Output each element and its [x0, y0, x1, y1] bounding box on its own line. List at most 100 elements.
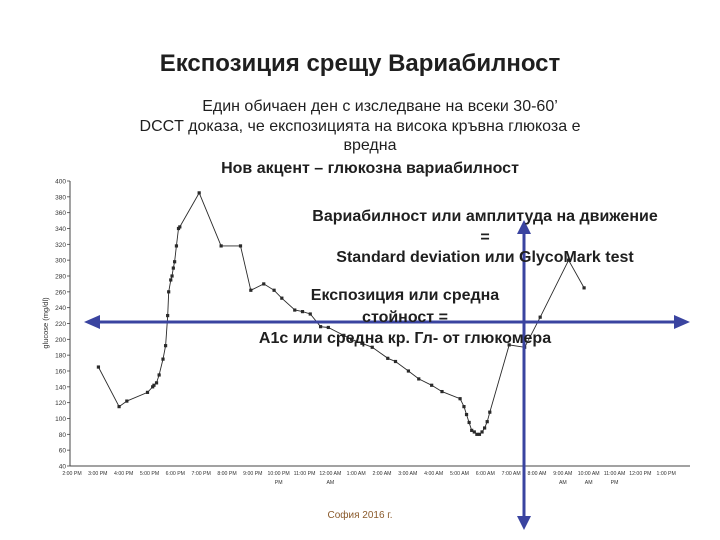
y-tick-label: 380: [55, 194, 66, 201]
y-tick-label: 260: [55, 289, 66, 296]
data-point: [566, 258, 571, 262]
subtitle-line-4: Нов акцент – глюкозна вариабилност: [221, 160, 519, 177]
y-tick-label: 280: [55, 274, 66, 281]
y-tick-label: 400: [55, 179, 66, 186]
y-tick-label: 120: [55, 400, 66, 407]
data-point: [262, 282, 266, 286]
data-point: [166, 313, 170, 318]
x-tick-label: 12:00 AM: [319, 471, 341, 477]
vertical-arrow-top-head: [517, 220, 531, 234]
y-tick-label: 200: [55, 337, 66, 344]
data-point: [472, 430, 476, 434]
x-tick-label: 11:00 AM: [604, 471, 626, 477]
subtitle-line-3: вредна: [343, 137, 397, 154]
data-point: [582, 286, 586, 290]
x-tick-label: 2:00 AM: [372, 471, 391, 477]
slide-footer: София 2016 г.: [327, 510, 393, 521]
data-point: [475, 432, 479, 436]
data-point: [464, 412, 469, 417]
data-point: [483, 426, 487, 430]
y-tick-label: 60: [59, 448, 67, 455]
x-tick-label: 6:00 AM: [476, 471, 495, 477]
data-point: [249, 288, 253, 292]
data-point: [300, 310, 305, 314]
x-tick-sublabel: AM: [559, 480, 567, 486]
y-tick-label: 320: [55, 242, 66, 249]
data-point: [458, 397, 462, 401]
subtitle-line-2: DCCT доказа, че експозицията на висока к…: [139, 118, 581, 135]
variability-note-line-2: =: [480, 229, 490, 246]
data-point: [197, 191, 201, 195]
x-tick-label: 12:00 PM: [629, 471, 651, 477]
data-point: [440, 389, 444, 394]
data-point: [280, 296, 284, 300]
x-tick-label: 11:00 PM: [294, 471, 316, 477]
x-tick-label: 3:00 AM: [398, 471, 417, 477]
y-tick-label: 80: [59, 432, 67, 439]
data-point: [170, 274, 174, 278]
slide-title: Експозиция срещу Вариабилност: [159, 50, 561, 77]
exposure-note-line-1: Експозиция или средна: [310, 287, 500, 304]
x-tick-sublabel: AM: [585, 480, 593, 486]
x-tick-sublabel: PM: [611, 480, 619, 486]
x-tick-sublabel: AM: [326, 480, 334, 486]
y-tick-label: 360: [55, 210, 66, 217]
x-tick-label: 5:00 AM: [450, 471, 469, 477]
data-point: [163, 344, 168, 348]
data-point: [386, 356, 390, 360]
data-point: [349, 337, 354, 341]
x-tick-label: 8:00 AM: [527, 471, 546, 477]
exposure-note-line-2: стойност =: [362, 309, 448, 326]
x-tick-label: 4:00 PM: [114, 471, 133, 477]
data-point: [171, 266, 175, 270]
data-point: [318, 325, 323, 329]
data-point: [342, 333, 346, 337]
x-tick-label: 5:00 PM: [140, 471, 159, 477]
data-point: [293, 308, 297, 312]
data-point: [467, 420, 471, 425]
exposure-note-line-3: A1c или средна кр. Гл- от глюкомера: [258, 330, 552, 347]
data-point: [406, 369, 411, 373]
data-point: [169, 278, 173, 282]
variability-note-line-1: Вариабилност или амплитуда на движение: [312, 208, 658, 225]
data-point: [272, 288, 276, 292]
glucose-series: [96, 191, 586, 436]
x-tick-labels: 2:00 PM 3:00 PM 4:00 PM 5:00 PM 6:00 PM 7:00 …: [62, 471, 675, 486]
x-tick-label: 10:00 AM: [578, 471, 600, 477]
data-point: [161, 357, 165, 361]
data-point: [507, 343, 511, 347]
x-tick-sublabel: PM: [275, 480, 283, 486]
variability-note-line-3: Standard deviation или GlycoMark test: [336, 249, 634, 266]
data-point: [117, 405, 121, 409]
data-point: [145, 390, 150, 394]
y-tick-label: 140: [55, 384, 66, 391]
data-point: [430, 383, 434, 387]
data-point: [308, 312, 312, 316]
x-tick-label: 9:00 PM: [243, 471, 262, 477]
data-point: [417, 377, 421, 381]
data-point: [360, 341, 364, 345]
data-point: [125, 399, 129, 403]
x-tick-label: 1:00 AM: [347, 471, 366, 477]
data-point: [370, 345, 374, 349]
data-point: [238, 244, 243, 248]
horizontal-arrow-right-head: [674, 315, 690, 329]
x-tick-label: 8:00 PM: [217, 471, 236, 477]
y-tick-label: 100: [55, 416, 66, 423]
x-tick-label: 2:00 PM: [62, 471, 81, 477]
y-tick-label: 300: [55, 258, 66, 265]
y-tick-label: 220: [55, 321, 66, 328]
data-point: [152, 383, 156, 387]
data-point: [154, 381, 159, 385]
data-point: [477, 432, 482, 436]
data-point: [470, 428, 474, 432]
x-tick-label: 7:00 PM: [192, 471, 211, 477]
x-tick-label: 3:00 PM: [88, 471, 107, 477]
y-tick-label: 180: [55, 353, 66, 360]
y-tick-label: 240: [55, 305, 66, 312]
data-point: [178, 225, 182, 229]
subtitle-line-1: Един обичаен ден с изследване на всеки 3…: [202, 98, 558, 115]
data-point: [174, 244, 179, 248]
y-axis-label: glucose (mg/dl): [41, 297, 50, 349]
